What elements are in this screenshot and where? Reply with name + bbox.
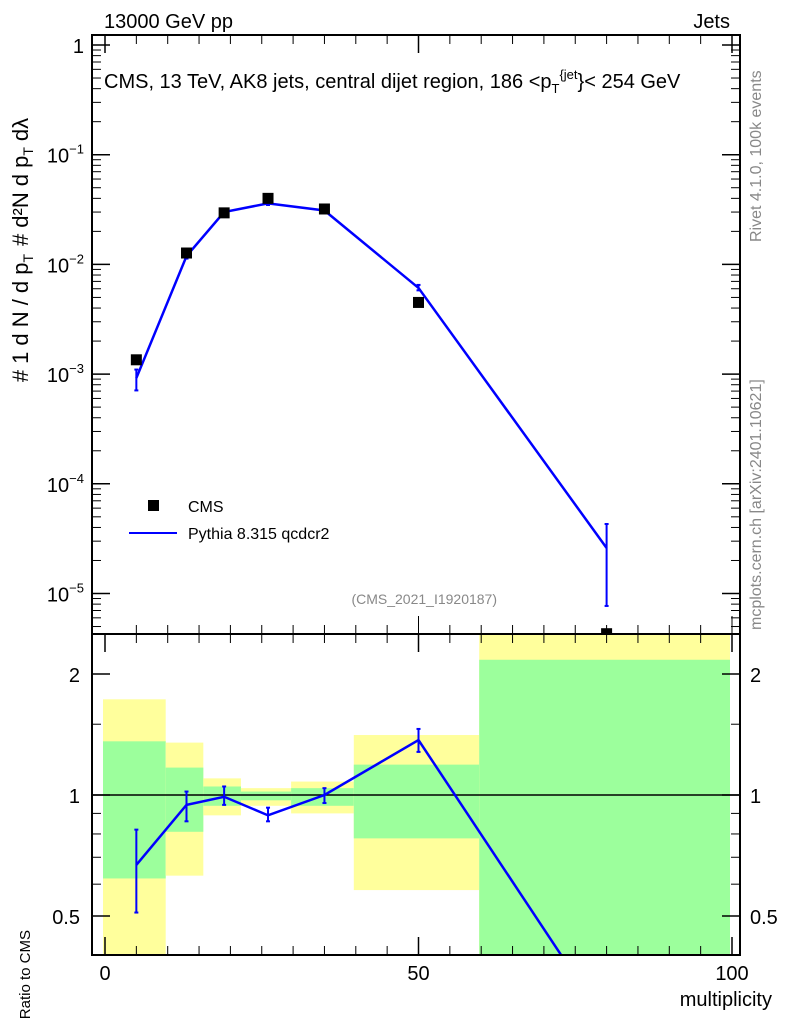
ratio-y-tick-label-right: 2 bbox=[750, 665, 761, 687]
ratio-y-tick-label-right: 0.5 bbox=[750, 907, 778, 929]
ylabel-one: 1 bbox=[8, 352, 33, 364]
y-tick-label: 1 bbox=[73, 36, 84, 58]
x-tick-label: 50 bbox=[407, 963, 429, 985]
cms-data-point bbox=[413, 296, 424, 308]
y-tick-exponent: −2 bbox=[69, 251, 84, 266]
y-tick-exponent: −5 bbox=[69, 581, 84, 596]
header-left: 13000 GeV pp bbox=[104, 11, 233, 33]
y-axis-label: #1d N / d pT#d²Nd pTdλ bbox=[8, 118, 36, 382]
axes: 110−110−210−310−410−50.5 0.51 12 20 50 100 bbox=[47, 35, 778, 985]
legend: CMS Pythia 8.315 qcdcr2 bbox=[129, 499, 330, 543]
y-tick-base: 10 bbox=[47, 475, 69, 497]
cms-data-point bbox=[262, 192, 274, 204]
x-tick-label: 0 bbox=[99, 963, 110, 985]
y-tick-label: 10−3 bbox=[47, 361, 84, 387]
main-plot bbox=[130, 192, 613, 640]
ratio-band-inner bbox=[103, 741, 166, 879]
rivet-label: Rivet 4.1.0, 100k events bbox=[748, 70, 765, 242]
ylabel-hash-2: # bbox=[8, 233, 33, 246]
y-tick-exponent: −1 bbox=[69, 142, 84, 157]
y-tick-base: 10 bbox=[47, 585, 69, 607]
ratio-band-inner bbox=[240, 791, 292, 801]
mcplots-label: mcplots.cern.ch [arXiv:2401.10621] bbox=[748, 379, 765, 630]
ylabel-dlambda: dλ bbox=[8, 118, 33, 141]
y-tick-exponent: −3 bbox=[69, 361, 84, 376]
legend-cms-label: CMS bbox=[188, 499, 224, 516]
y-tick-base: 10 bbox=[47, 255, 69, 277]
ratio-y-tick-label-left: 2 bbox=[69, 665, 80, 687]
title-pre: CMS, 13 TeV, AK8 jets, central dijet reg… bbox=[104, 71, 552, 93]
title-post: }< 254 GeV bbox=[578, 71, 682, 93]
y-tick-base: 10 bbox=[47, 146, 69, 168]
y-tick-base: 1 bbox=[73, 36, 84, 58]
x-axis-label: multiplicity bbox=[680, 989, 772, 1011]
plot-title: CMS, 13 TeV, AK8 jets, central dijet reg… bbox=[104, 67, 681, 96]
ratio-y-tick-label-left: 0.5 bbox=[52, 907, 80, 929]
y-tick-label: 10−1 bbox=[47, 142, 84, 168]
y-tick-label: 10−2 bbox=[47, 251, 84, 277]
cms-data-point bbox=[318, 203, 330, 215]
y-tick-label: 10−5 bbox=[47, 581, 84, 607]
cms-data-point bbox=[181, 247, 193, 259]
ratio-y-tick-label-right: 1 bbox=[750, 786, 761, 808]
analysis-id: (CMS_2021_I1920187) bbox=[351, 591, 497, 607]
ylabel-den-sub: T bbox=[20, 254, 36, 263]
ylabel-den2: d p bbox=[8, 156, 33, 187]
legend-cms-marker bbox=[148, 500, 159, 511]
pythia-line bbox=[135, 202, 608, 549]
ylabel-den: d N / d p bbox=[8, 263, 33, 346]
main-frame bbox=[91, 34, 741, 635]
title-sup: {jet bbox=[559, 67, 577, 82]
ylabel-den2-sub: T bbox=[20, 147, 36, 156]
cms-data-point bbox=[218, 207, 230, 219]
ratio-plot bbox=[92, 634, 740, 955]
ratio-band-inner bbox=[479, 659, 730, 955]
x-tick-label: 100 bbox=[715, 963, 748, 985]
y-tick-label: 10−4 bbox=[47, 471, 84, 497]
ratio-y-label: Ratio to CMS bbox=[17, 930, 34, 1019]
legend-pythia-label: Pythia 8.315 qcdcr2 bbox=[188, 526, 330, 543]
cms-data-point bbox=[130, 354, 142, 366]
ratio-y-tick-label-left: 1 bbox=[69, 786, 80, 808]
y-tick-exponent: −4 bbox=[69, 471, 84, 486]
ylabel-hash-1: # bbox=[8, 369, 33, 382]
header-right: Jets bbox=[693, 11, 730, 33]
y-tick-base: 10 bbox=[47, 365, 69, 387]
ylabel-num: d²N bbox=[8, 192, 33, 227]
title-sub: T bbox=[552, 81, 560, 96]
